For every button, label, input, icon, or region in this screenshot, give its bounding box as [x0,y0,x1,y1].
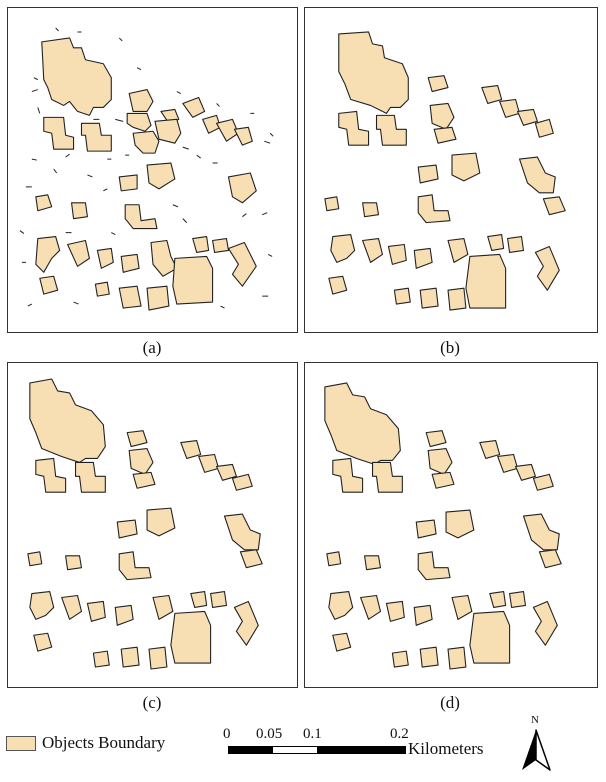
building-map-c [27,378,263,670]
panel-caption-b: (b) [440,338,460,357]
map-panel-a [7,7,298,333]
building-map-d [324,382,562,670]
panel-caption-a: (a) [142,338,162,357]
panel-caption-d: (d) [440,693,460,712]
legend-swatch [6,736,36,751]
building-map-b [324,31,566,311]
map-panel-c [7,362,298,688]
north-arrow-icon [522,729,551,771]
map-panel-b [304,7,598,333]
scale-tick-0.05: 0.05 [256,726,283,742]
scale-bar [228,746,406,754]
scale-tick-0.2: 0.2 [390,726,409,742]
scale-tick-0: 0 [223,726,231,742]
north-label: N [531,714,539,726]
legend-label: Objects Boundary [42,733,166,752]
building-map-a [19,27,274,311]
scale-unit-label: Kilometers [408,739,484,758]
map-panel-d [304,362,598,688]
scale-tick-0.1: 0.1 [303,726,322,742]
panel-caption-c: (c) [142,693,162,712]
